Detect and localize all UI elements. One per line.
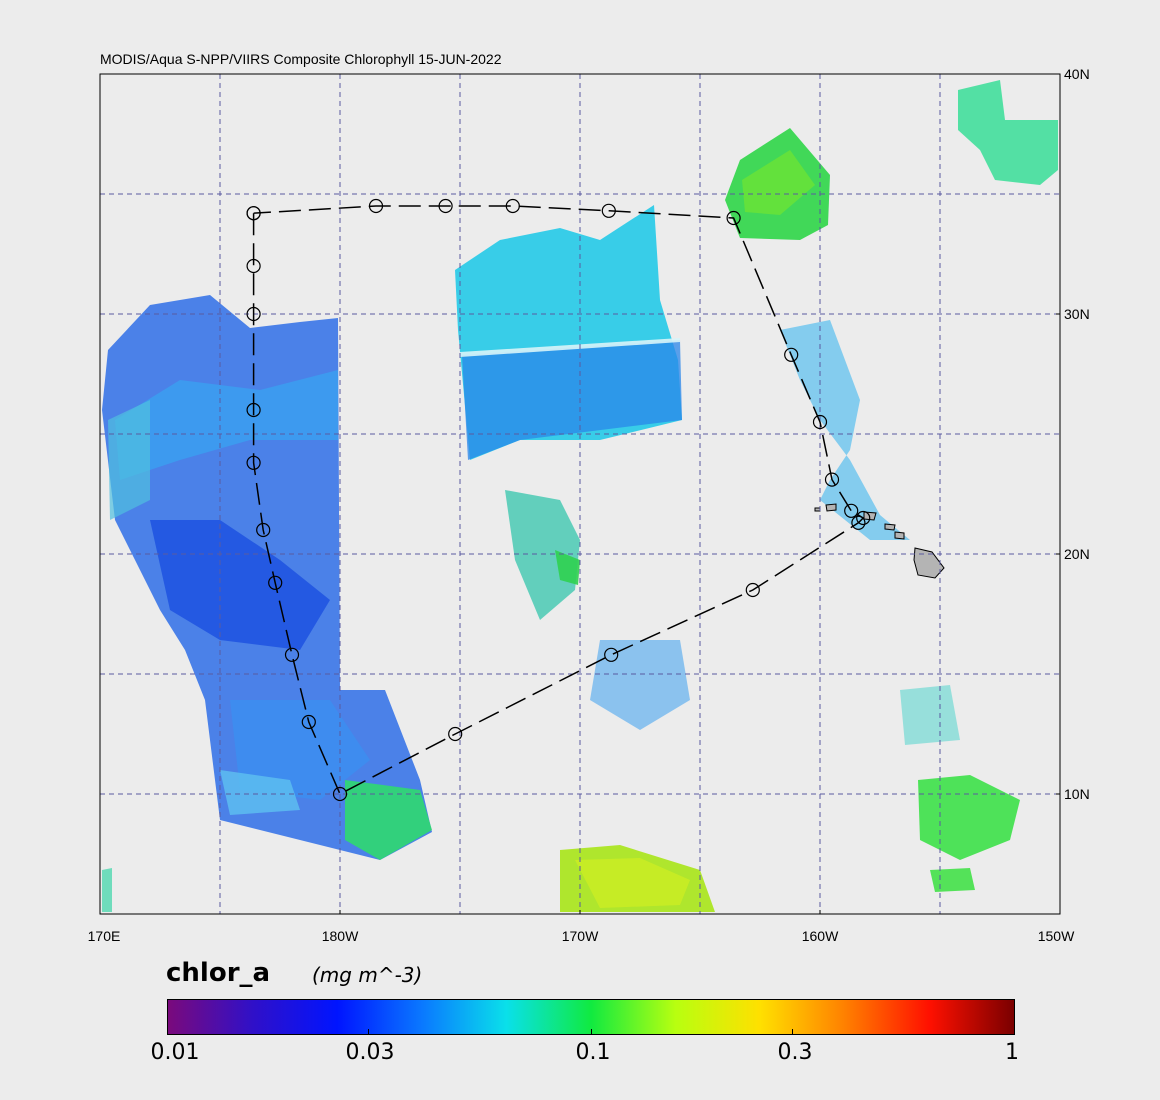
colorbar-units: (mg m^-3)	[312, 963, 423, 987]
track-waypoint	[824, 472, 840, 487]
colorbar-label-0.3: 0.3	[777, 1040, 813, 1065]
track-waypoint	[726, 210, 741, 226]
chlorophyll-patch-south	[102, 685, 1020, 912]
graticule	[100, 74, 1060, 914]
map-title: MODIS/Aqua S-NPP/VIIRS Composite Chlorop…	[100, 51, 502, 67]
lat-label-10n: 10N	[1064, 786, 1090, 802]
lon-label-160w: 160W	[801, 928, 839, 944]
colorbar-label-0.03: 0.03	[345, 1040, 395, 1065]
track-waypoint	[246, 306, 261, 322]
track-waypoint	[601, 203, 616, 218]
track-waypoint	[856, 510, 871, 526]
track-waypoint	[844, 503, 859, 518]
chlorophyll-swath-west	[102, 295, 432, 860]
track-waypoint	[812, 414, 828, 430]
flight-track	[246, 198, 871, 802]
colorbar-label-1: 1	[1005, 1040, 1019, 1065]
colorbar-tick	[167, 1029, 168, 1035]
colorbar-tick	[368, 1029, 369, 1035]
colorbar-tick	[1014, 1029, 1015, 1035]
track-waypoint	[256, 522, 271, 538]
chlorophyll-patch-north	[725, 128, 830, 240]
track-waypoint	[851, 515, 866, 530]
chlorophyll-swath-center	[455, 205, 682, 620]
colorbar-label-0.01: 0.01	[150, 1040, 200, 1065]
lat-label-30n: 30N	[1064, 306, 1090, 322]
track-waypoint	[246, 455, 261, 470]
chlorophyll-patch-northeast	[958, 80, 1058, 185]
track-waypoint	[332, 786, 348, 802]
lon-label-180w: 180W	[321, 928, 359, 944]
colorbar-tick	[792, 1029, 793, 1035]
colorbar-tick	[591, 1029, 592, 1035]
frame-ticks	[339, 73, 1060, 914]
track-waypoint	[246, 402, 261, 418]
chlorophyll-patch-east	[590, 320, 910, 730]
track-waypoint	[745, 582, 760, 598]
lon-label-170e: 170E	[87, 928, 121, 944]
track-waypoint	[505, 198, 520, 214]
track-waypoint	[438, 198, 453, 214]
track-waypoint	[448, 726, 463, 742]
track-waypoint	[784, 347, 799, 362]
track-waypoint	[368, 198, 384, 214]
track-waypoint	[284, 647, 300, 662]
lat-label-20n: 20N	[1064, 546, 1090, 562]
colorbar-variable: chlor_a	[166, 958, 271, 988]
lat-label-40n: 40N	[1064, 66, 1090, 82]
track-waypoint	[268, 575, 283, 590]
lon-label-150w: 150W	[1037, 928, 1075, 944]
track-waypoint	[301, 714, 316, 730]
track-waypoint	[246, 258, 261, 274]
flight-track-line	[252, 205, 865, 796]
lon-label-170w: 170W	[561, 928, 599, 944]
track-waypoint	[604, 647, 619, 662]
track-waypoint	[246, 206, 261, 221]
colorbar-label-0.1: 0.1	[575, 1040, 611, 1065]
